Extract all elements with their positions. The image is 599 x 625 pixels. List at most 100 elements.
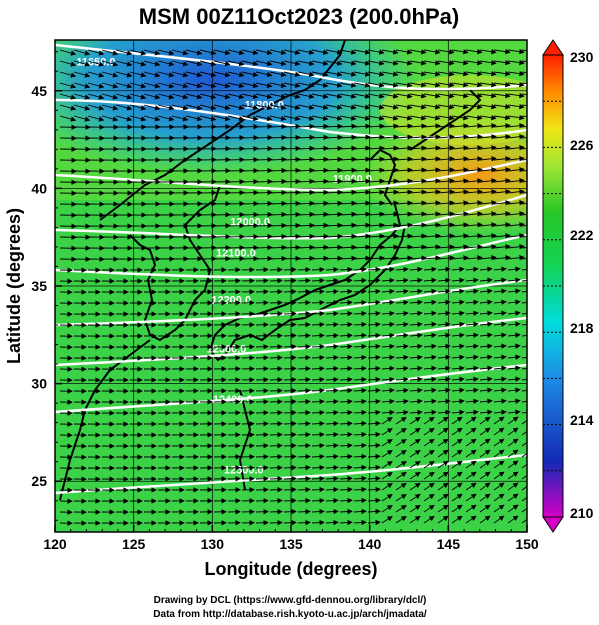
wind-arrow: [199, 82, 217, 89]
wind-arrow: [465, 115, 483, 121]
wind-arrow: [521, 334, 527, 337]
wind-arrow: [283, 508, 297, 515]
wind-arrow: [297, 310, 311, 317]
wind-arrow: [129, 49, 147, 56]
wind-arrow: [507, 255, 525, 261]
wind-arrow: [395, 288, 409, 295]
wind-arrow: [381, 123, 399, 129]
wind-arrow: [507, 504, 519, 513]
wind-arrow: [493, 321, 507, 327]
wind-arrow: [255, 82, 273, 89]
wind-arrow: [479, 416, 491, 425]
wind-arrow: [311, 398, 325, 405]
wind-arrow: [423, 93, 441, 99]
wind-arrow: [199, 49, 217, 56]
wind-arrow: [437, 93, 455, 99]
wind-arrow: [465, 482, 477, 491]
wind-arrow: [367, 420, 381, 427]
wind-arrow: [283, 200, 301, 207]
wind-arrow: [129, 71, 147, 78]
wind-arrow: [353, 123, 371, 129]
wind-arrow: [395, 493, 407, 502]
wind-arrow: [241, 244, 259, 251]
wind-arrow: [367, 475, 381, 482]
wind-arrow: [479, 354, 493, 360]
wind-arrow: [409, 60, 427, 66]
wind-arrow: [395, 255, 413, 261]
wind-arrow: [409, 460, 421, 469]
wind-arrow: [409, 416, 421, 425]
wind-arrow: [465, 93, 483, 99]
wind-arrow: [325, 222, 343, 229]
wind-arrow: [353, 189, 371, 195]
wind-arrow: [339, 134, 357, 140]
wind-arrow: [269, 60, 287, 67]
wind-arrow: [507, 493, 519, 502]
wind-arrow: [339, 123, 357, 129]
wind-arrow: [325, 442, 339, 449]
wind-arrow: [521, 213, 527, 216]
wind-arrow: [409, 398, 423, 405]
wind-arrow: [437, 123, 455, 129]
warm-air-region: [360, 115, 527, 235]
wind-arrow: [507, 266, 521, 272]
wind-arrow: [465, 471, 477, 480]
wind-arrow: [353, 178, 371, 184]
wind-arrow: [479, 71, 497, 77]
wind-arrow: [479, 504, 491, 513]
wind-arrow: [437, 266, 451, 273]
wind-arrow: [325, 519, 339, 526]
wind-arrow: [493, 299, 507, 305]
wind-arrow: [423, 134, 441, 140]
wind-arrow: [395, 321, 409, 328]
wind-arrow: [451, 427, 463, 436]
wind-arrow: [283, 189, 301, 196]
colorbar-max-arrow: [542, 39, 564, 56]
wind-arrow: [367, 93, 385, 99]
wind-arrow: [283, 134, 301, 141]
wind-arrow: [479, 493, 491, 502]
wind-arrow: [353, 442, 367, 449]
wind-arrow: [311, 200, 329, 207]
wind-arrow: [339, 71, 357, 77]
wind-arrow: [507, 167, 525, 173]
wind-arrow: [423, 104, 441, 110]
wind-arrow: [339, 145, 357, 151]
wind-arrow: [101, 71, 119, 78]
wind-arrow: [395, 178, 413, 184]
wind-arrow: [311, 178, 329, 185]
wind-arrow: [409, 82, 427, 88]
wind-arrow: [465, 427, 477, 436]
wind-arrow: [353, 145, 371, 151]
wind-arrow: [367, 145, 385, 151]
wind-arrow: [255, 93, 273, 100]
wind-arrow: [479, 134, 497, 140]
wind-arrow: [353, 420, 367, 427]
wind-arrow: [493, 365, 507, 371]
wind-arrow: [465, 266, 479, 272]
wind-arrow: [353, 508, 367, 515]
wind-arrow: [213, 93, 231, 100]
wind-arrow: [409, 365, 423, 372]
wind-arrow: [353, 376, 367, 383]
wind-arrow: [493, 277, 507, 283]
wind-arrow: [283, 277, 297, 284]
wind-arrow: [241, 189, 259, 196]
wind-arrow: [367, 376, 381, 383]
wind-arrow: [325, 145, 343, 152]
wind-arrow: [297, 387, 311, 394]
wind-arrow: [339, 266, 353, 273]
wind-arrow: [465, 255, 483, 261]
wind-arrow: [283, 104, 301, 110]
wind-arrow: [311, 134, 329, 141]
wind-arrow: [479, 93, 497, 99]
wind-arrow: [339, 299, 353, 306]
wind-arrow: [381, 167, 399, 173]
wind-arrow: [493, 255, 511, 261]
contour-label: 12500.0: [224, 464, 264, 476]
wind-arrow: [297, 376, 311, 383]
wind-arrow: [479, 189, 497, 195]
wind-arrow: [479, 427, 491, 436]
wind-arrow: [521, 147, 527, 150]
wind-arrow: [381, 310, 395, 317]
